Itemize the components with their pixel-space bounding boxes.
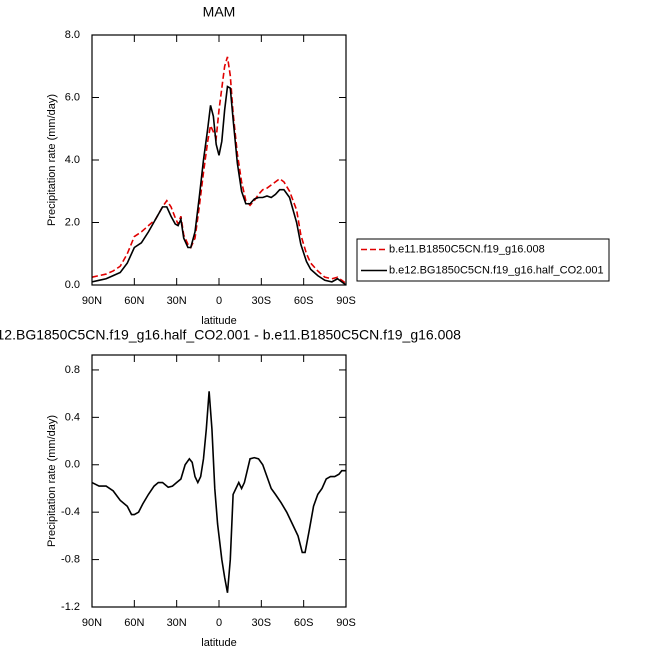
plot-frame bbox=[91, 354, 347, 608]
y-tick-label: 6.0 bbox=[65, 91, 80, 103]
y-tick-label: -1.2 bbox=[61, 601, 80, 613]
y-tick-label: -0.8 bbox=[61, 553, 80, 565]
plot-frame bbox=[91, 34, 347, 286]
x-tick-label: 90S bbox=[336, 617, 356, 629]
y-axis-label: Precipitation rate (mm/day) bbox=[46, 94, 58, 226]
y-tick-label: -0.4 bbox=[61, 506, 80, 518]
y-tick-label: 0.8 bbox=[65, 364, 80, 376]
x-tick-label: 60S bbox=[294, 617, 314, 629]
y-tick-label: 0.4 bbox=[65, 411, 80, 423]
x-tick-label: 30N bbox=[167, 295, 187, 307]
data-line bbox=[91, 85, 347, 286]
x-tick-label: 90N bbox=[82, 617, 102, 629]
y-tick-label: 8.0 bbox=[65, 29, 80, 41]
legend-label: b.e12.BG1850C5CN.f19_g16.half_CO2.001 bbox=[389, 264, 604, 276]
y-tick-label: 2.0 bbox=[65, 216, 80, 228]
x-axis-label: latitude bbox=[201, 637, 236, 649]
chart-title: MAM bbox=[203, 4, 236, 20]
x-tick-label: 60N bbox=[124, 617, 144, 629]
x-tick-label: 60N bbox=[124, 295, 144, 307]
y-tick-label: 0.0 bbox=[65, 459, 80, 471]
x-tick-label: 30S bbox=[252, 617, 272, 629]
x-tick-label: 60S bbox=[294, 295, 314, 307]
x-tick-label: 0 bbox=[216, 617, 222, 629]
x-tick-label: 0 bbox=[216, 295, 222, 307]
x-tick-label: 90S bbox=[336, 295, 356, 307]
y-axis-label: Precipitation rate (mm/day) bbox=[46, 415, 58, 547]
data-line bbox=[91, 56, 347, 285]
data-line bbox=[91, 391, 346, 593]
x-tick-label: 30N bbox=[167, 617, 187, 629]
x-tick-label: 90N bbox=[82, 295, 102, 307]
legend-label: b.e11.B1850C5CN.f19_g16.008 bbox=[389, 243, 545, 255]
x-axis-label: latitude bbox=[201, 315, 236, 327]
y-tick-label: 0.0 bbox=[65, 279, 80, 291]
chart-title: b.e12.BG1850C5CN.f19_g16.half_CO2.001 - … bbox=[0, 327, 461, 343]
y-tick-label: 4.0 bbox=[65, 154, 80, 166]
legend-box bbox=[356, 238, 610, 282]
x-tick-label: 30S bbox=[252, 295, 272, 307]
